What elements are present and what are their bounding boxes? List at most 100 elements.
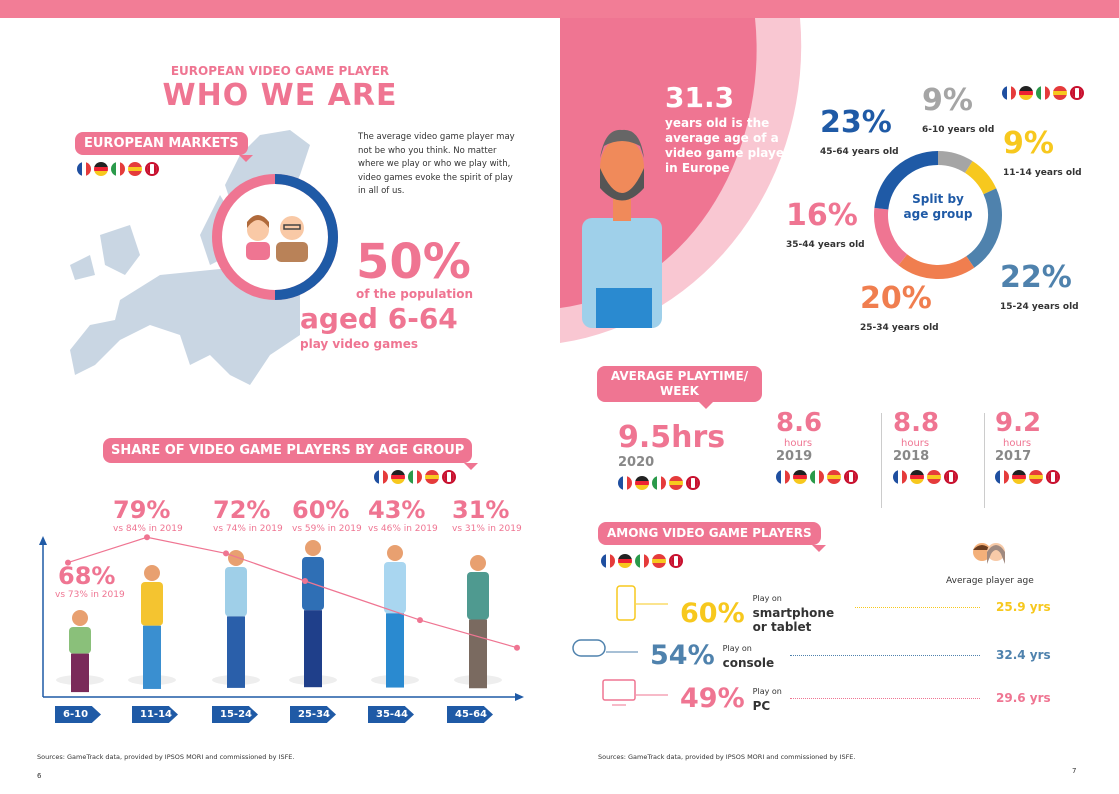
- donut-legend-item: 23% 45-64 years old: [820, 107, 899, 158]
- data-point: [302, 578, 308, 584]
- hero-background: [560, 18, 802, 343]
- age-line-chart: [39, 534, 524, 701]
- share-chart-title: SHARE OF VIDEO GAME PLAYERS BY AGE GROUP: [103, 438, 479, 470]
- dotted-leader: [790, 655, 980, 656]
- average-age-value: 31.3: [665, 81, 735, 114]
- data-point: [65, 559, 71, 566]
- flag-de-icon: [1012, 470, 1026, 484]
- donut-segment: [874, 151, 939, 210]
- flag-es-icon: [425, 470, 439, 484]
- person-25-34-illustration: [289, 540, 337, 688]
- person-15-24-illustration: [212, 550, 260, 688]
- population-percent: 50%: [356, 234, 471, 290]
- category-label: 35-44: [368, 706, 414, 723]
- divider: [881, 413, 882, 508]
- comparison-label: vs 46% in 2019: [368, 524, 438, 534]
- person-6-10-illustration: [56, 610, 104, 693]
- value-label: 72%: [213, 496, 271, 524]
- playtime-2020: 9.5hrs 2020: [618, 420, 725, 490]
- flag-fr-icon: [601, 554, 615, 568]
- flag-fr-icon: [776, 470, 790, 484]
- playtime-unit: hours: [784, 438, 813, 449]
- value-label: 68%: [58, 562, 116, 590]
- playtime-flags: [995, 470, 1060, 484]
- monitor-icon: [602, 679, 668, 706]
- flag-de-icon: [391, 470, 405, 484]
- donut-percent: 23%: [820, 105, 892, 140]
- donut-age-label: 25-34 years old: [860, 323, 939, 333]
- page-supertitle: EUROPEAN VIDEO GAME PLAYER: [170, 64, 390, 78]
- dotted-leader: [855, 607, 980, 608]
- value-label: 60%: [292, 496, 350, 524]
- flag-uk-icon: [442, 470, 456, 484]
- donut-legend-item: 9% 6-10 years old: [922, 85, 994, 136]
- flag-es-icon: [652, 554, 666, 568]
- flag-it-icon: [810, 470, 824, 484]
- average-player-illustration: [582, 129, 662, 328]
- donut-segment: [964, 161, 997, 195]
- x-axis-arrow: [515, 693, 524, 701]
- flag-fr-icon: [995, 470, 1009, 484]
- donut-percent: 9%: [922, 83, 973, 118]
- flag-it-icon: [408, 470, 422, 484]
- playtime-value: 8.8: [893, 408, 940, 438]
- category-label: 6-10: [55, 706, 101, 723]
- person-35-44-illustration: [371, 545, 419, 688]
- flag-es-icon: [827, 470, 841, 484]
- device-prefix: Play on: [722, 643, 752, 653]
- device-name: smartphone or tablet: [752, 606, 835, 634]
- device-row: 60% Play on smartphone or tablet: [680, 592, 848, 634]
- playtime-value: 9.5hrs: [618, 420, 726, 455]
- among-flags: [601, 554, 683, 568]
- data-point: [514, 644, 520, 651]
- device-row: 49% Play on PC: [680, 683, 782, 714]
- population-line2: aged 6-64: [300, 302, 458, 335]
- donut-legend-item: 9% 11-14 years old: [1003, 128, 1082, 179]
- playtime-flags: [618, 476, 725, 490]
- donut-age-label: 45-64 years old: [820, 147, 899, 157]
- flag-de-icon: [94, 162, 108, 176]
- donut-segment: [966, 188, 1002, 268]
- page-title: WHO WE ARE: [162, 78, 398, 113]
- playtime-year: 2019: [776, 449, 813, 464]
- playtime-title: AVERAGE PLAYTIME/ WEEK: [597, 366, 762, 409]
- flag-it-icon: [111, 162, 125, 176]
- comparison-label: vs 74% in 2019: [213, 524, 283, 534]
- divider: [984, 413, 985, 508]
- playtime-2018: 8.8 hours 2018: [893, 408, 958, 484]
- playtime-value: 9.2: [995, 408, 1042, 438]
- device-prefix: Play on: [752, 594, 782, 603]
- comparison-label: vs 84% in 2019: [113, 524, 183, 534]
- comparison-label: vs 31% in 2019: [452, 524, 522, 534]
- device-average-age: 32.4 yrs: [996, 648, 1051, 662]
- comparison-label: vs 59% in 2019: [292, 524, 362, 534]
- donut-segment: [937, 151, 973, 174]
- device-label: Play on console: [723, 642, 775, 670]
- top-band: [0, 0, 1119, 18]
- donut-legend-item: 22% 15-24 years old: [1000, 262, 1079, 313]
- donut-segment: [898, 254, 975, 279]
- playtime-flags: [776, 470, 858, 484]
- flag-de-icon: [618, 554, 632, 568]
- device-percent: 54%: [650, 640, 715, 671]
- gamepad-icon: [572, 639, 638, 657]
- category-label: 11-14: [132, 706, 178, 723]
- donut-age-label: 15-24 years old: [1000, 302, 1079, 312]
- flag-it-icon: [1036, 86, 1050, 100]
- data-point: [223, 550, 229, 557]
- age-split-donut: [874, 151, 1002, 279]
- flag-uk-icon: [844, 470, 858, 484]
- category-label: 15-24: [212, 706, 258, 723]
- flag-it-icon: [652, 476, 666, 490]
- flag-fr-icon: [893, 470, 907, 484]
- flag-es-icon: [669, 476, 683, 490]
- person-11-14-illustration: [128, 565, 176, 689]
- comparison-label: vs 73% in 2019: [55, 590, 125, 600]
- device-name: console: [722, 655, 775, 670]
- couple-icon: [973, 543, 1005, 564]
- average-age-text: years old is the average age of a video …: [665, 116, 790, 175]
- donut-legend-item: 20% 25-34 years old: [860, 283, 939, 334]
- device-name: PC: [752, 698, 771, 713]
- donut-percent: 9%: [1003, 126, 1054, 161]
- category-label: 45-64: [447, 706, 493, 723]
